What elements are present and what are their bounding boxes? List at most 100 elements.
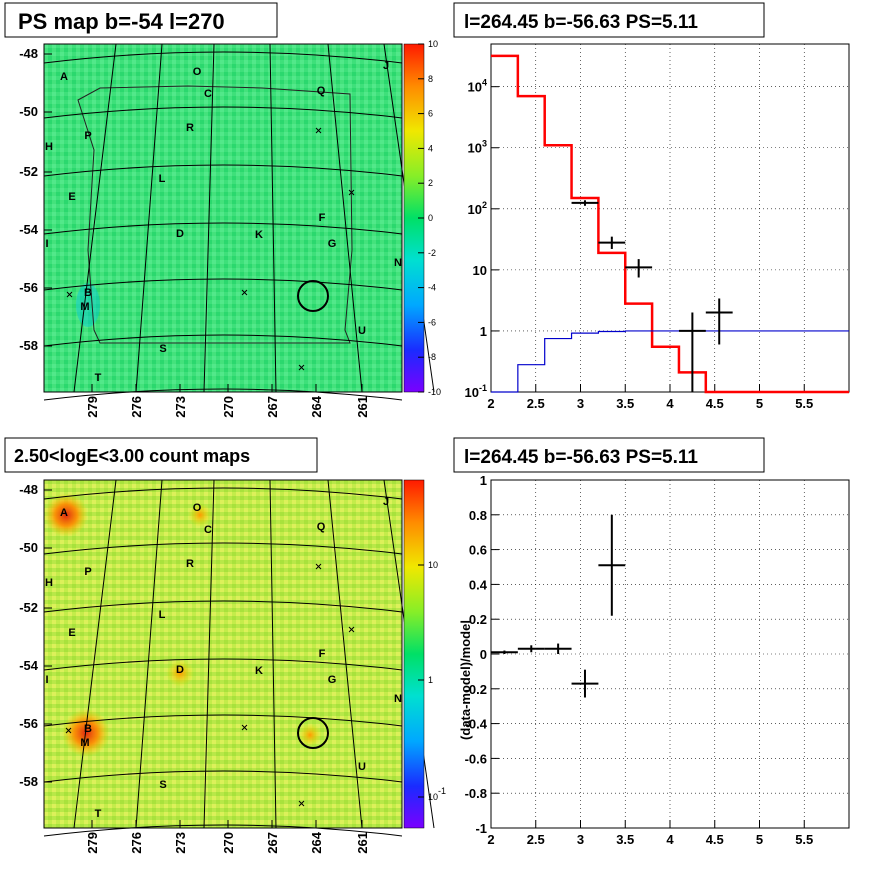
- ps-map-label-M: M: [80, 301, 89, 313]
- count-map-meridian-4: [327, 479, 363, 829]
- ps-map-label-J: J: [383, 60, 389, 72]
- ps-map-label-E: E: [68, 191, 75, 203]
- ps-map-y-tick-label: -58: [19, 338, 38, 353]
- count-map-meridian-1: [135, 479, 163, 829]
- residual-x-tick-label: 2: [487, 832, 494, 847]
- count-map-label-M: M: [80, 737, 89, 749]
- ps-map-y-ticks: -48 -50 -52 -54 -56 -58: [19, 46, 52, 353]
- ps-map-label-O: O: [193, 66, 202, 78]
- ps-map-colorbar-tick-label: 8: [428, 74, 433, 84]
- count-map-parallel-5: [43, 770, 403, 783]
- count-map-x-tick-label: 276: [129, 832, 144, 854]
- ps-map-colorbar-tick-label: -10: [428, 387, 441, 397]
- ps-map-colorbar-tick-label: -8: [428, 352, 436, 362]
- ps-map-x-tick-label: 267: [265, 396, 280, 418]
- ps-map-frame: [43, 43, 403, 393]
- ps-map-label-F: F: [319, 212, 326, 224]
- residual-x-tick-label: 3.5: [616, 832, 634, 847]
- ps-map-label-Q: Q: [317, 85, 326, 97]
- count-map-parallel-0: [43, 487, 403, 500]
- ps-map-parallel-4: [43, 278, 403, 291]
- residual-y-tick-label: 0.4: [469, 577, 488, 592]
- count-map-x-tick-label: 261: [355, 832, 370, 854]
- count-map-label-R: R: [186, 558, 194, 570]
- ps-map-parallel-5: [43, 334, 403, 347]
- ps-map-label-N: N: [394, 257, 402, 269]
- count-map-parallel-6: [43, 824, 403, 837]
- residual-title: l=264.45 b=-56.63 PS=5.11: [464, 447, 698, 468]
- ps-map-label-P: P: [84, 130, 91, 142]
- spectrum-chart: 2 2.5 3 3.5 4 4.5 5 5.5 10-1 1 10 102 103 104: [465, 44, 849, 411]
- count-map-label-F: F: [319, 648, 326, 660]
- ps-map-x-tick-label: 270: [221, 396, 236, 418]
- ps-map-colorbar-tick-label: 10: [428, 39, 438, 49]
- spectrum-x-tick-label: 4: [666, 396, 674, 411]
- ps-map-x-tick-label: 264: [309, 395, 324, 417]
- ps-map-x-tick-label: 261: [355, 396, 370, 418]
- count-map-label-S: S: [159, 779, 166, 791]
- spectrum-title-box: [453, 2, 765, 38]
- spectrum-x-tick-label: 5: [756, 396, 763, 411]
- ps-map-label-L: L: [159, 173, 166, 185]
- spectrum-model-step-line: [491, 54, 849, 394]
- count-map-label-B: B: [84, 723, 92, 735]
- residual-y-axis-label: (data-model)/model: [458, 620, 473, 740]
- spectrum-y-tick-label: 102: [468, 200, 487, 217]
- ps-map-grid: [43, 43, 435, 401]
- count-map-label-O: O: [193, 502, 202, 514]
- spectrum-background-step-line: [491, 330, 849, 393]
- residual-title-box: [453, 437, 765, 473]
- ps-map-colorbar-tick-label: -4: [428, 283, 436, 293]
- count-map-meridian-3: [269, 479, 277, 829]
- residual-chart: 2 2.5 3 3.5 4 4.5 5 5.5 -1 -0.8 -0.6 -0.4 -0.2 0 0.2 0.…: [465, 473, 849, 847]
- count-map-hotspot-b: [62, 709, 110, 757]
- count-map-title-box: [4, 437, 318, 473]
- count-map-y-tick-label: -54: [19, 658, 39, 673]
- count-map-label-P: P: [84, 566, 91, 578]
- spectrum-x-tick-label: 3.5: [616, 396, 634, 411]
- residual-x-tick-label: 5: [756, 832, 763, 847]
- count-map-x-ticks: 279 276 273 270 267 264 261: [85, 820, 370, 854]
- count-map-y-tick-label: -56: [19, 716, 38, 731]
- ps-map-colorbar-tick-label: -6: [428, 317, 436, 327]
- count-map-label-I: I: [45, 674, 48, 686]
- spectrum-y-tick-label: 1: [480, 324, 487, 339]
- residual-x-tick-label: 4: [666, 832, 674, 847]
- spectrum-x-tick-label: 2: [487, 396, 494, 411]
- count-map-y-ticks: -48 -50 -52 -54 -56 -58: [19, 482, 52, 789]
- ps-map-x-tick-label: 273: [173, 396, 188, 418]
- ps-map-meridian-1: [135, 43, 163, 393]
- residual-y-tick-label: -0.8: [465, 786, 487, 801]
- ps-map-parallel-6: [43, 388, 403, 401]
- count-map-panel: 2.50<logE<3.00 count maps A O J C Q P R H L E F D K G…: [4, 437, 446, 854]
- ps-map-colorbar-tick-label: -2: [428, 248, 436, 258]
- residual-y-tick-label: 0.2: [469, 612, 487, 627]
- ps-map-label-U: U: [358, 325, 366, 337]
- count-map-label-K: K: [255, 665, 263, 677]
- residual-y-tick-label: 0: [480, 647, 487, 662]
- spectrum-x-tick-label: 5.5: [795, 396, 813, 411]
- ps-map-x-ticks: 279 276 273 270 267 264 261: [85, 384, 370, 418]
- residual-x-tick-label: 4.5: [706, 832, 724, 847]
- count-map-label-A: A: [60, 507, 68, 519]
- count-map-x-tick-label: 273: [173, 832, 188, 854]
- ps-map-parallel-2: [43, 164, 403, 177]
- count-map-colorbar-tick-label: 10: [428, 560, 438, 570]
- spectrum-title: l=264.45 b=-56.63 PS=5.11: [464, 12, 698, 33]
- count-map-hotspot-a: [44, 493, 88, 537]
- count-map-label-U: U: [358, 761, 366, 773]
- count-map-colorbar-tick-label: 10-1: [428, 786, 446, 802]
- residual-y-tick-label: 1: [480, 473, 487, 488]
- ps-map-label-H: H: [45, 141, 53, 153]
- count-map-grid: [43, 479, 435, 837]
- residual-y-tick-label: -0.2: [465, 682, 487, 697]
- count-map-y-tick-label: -58: [19, 774, 38, 789]
- ps-map-label-K: K: [255, 229, 263, 241]
- count-map-plot-area: [44, 480, 402, 828]
- residual-y-tick-label: -0.4: [465, 717, 488, 732]
- ps-map-y-tick-label: -48: [19, 46, 38, 61]
- ps-map-y-tick-label: -56: [19, 280, 38, 295]
- count-map-colorbar-ticks: 10 1 10-1: [418, 560, 446, 802]
- count-map-colorbar-tick-label: 1: [428, 675, 433, 685]
- count-map-source-circle: [297, 717, 329, 749]
